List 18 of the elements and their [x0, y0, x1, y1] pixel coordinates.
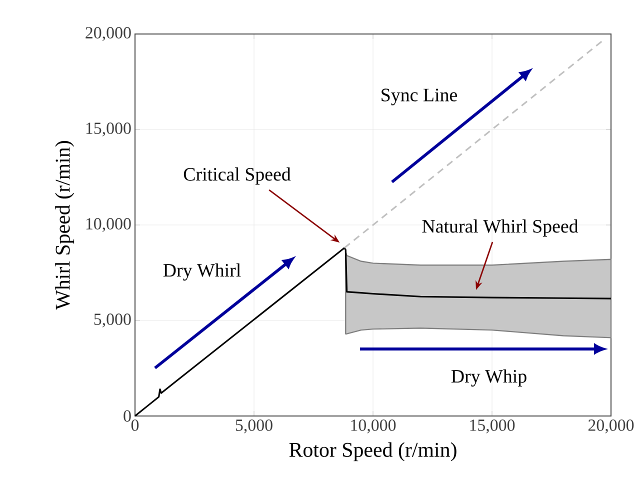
x-tick-label: 20,000: [588, 420, 634, 434]
annotation: Dry Whirl: [163, 263, 241, 281]
annotation: Natural Whirl Speed: [422, 219, 578, 237]
y-axis-title: Whirl Speed (r/min): [55, 141, 74, 310]
annotation: Dry Whip: [451, 369, 526, 387]
line-series: [134, 247, 612, 417]
x-tick-label: 15,000: [470, 420, 515, 434]
x-tick-label: 0: [131, 420, 139, 431]
y-tick-label: 10,000: [86, 218, 131, 232]
y-tick-label: 15,000: [86, 122, 131, 136]
x-axis-title: Rotor Speed (r/min): [289, 442, 456, 462]
y-tick-label: 0: [124, 410, 131, 422]
annotation: Sync Line: [382, 88, 457, 106]
annotation: Critical Speed: [184, 167, 291, 185]
y-tick-label: 5,000: [94, 314, 131, 328]
x-tick-label: 10,000: [351, 420, 396, 434]
x-tick-label: 5,000: [236, 420, 272, 434]
y-tick-label: 20,000: [86, 27, 131, 41]
